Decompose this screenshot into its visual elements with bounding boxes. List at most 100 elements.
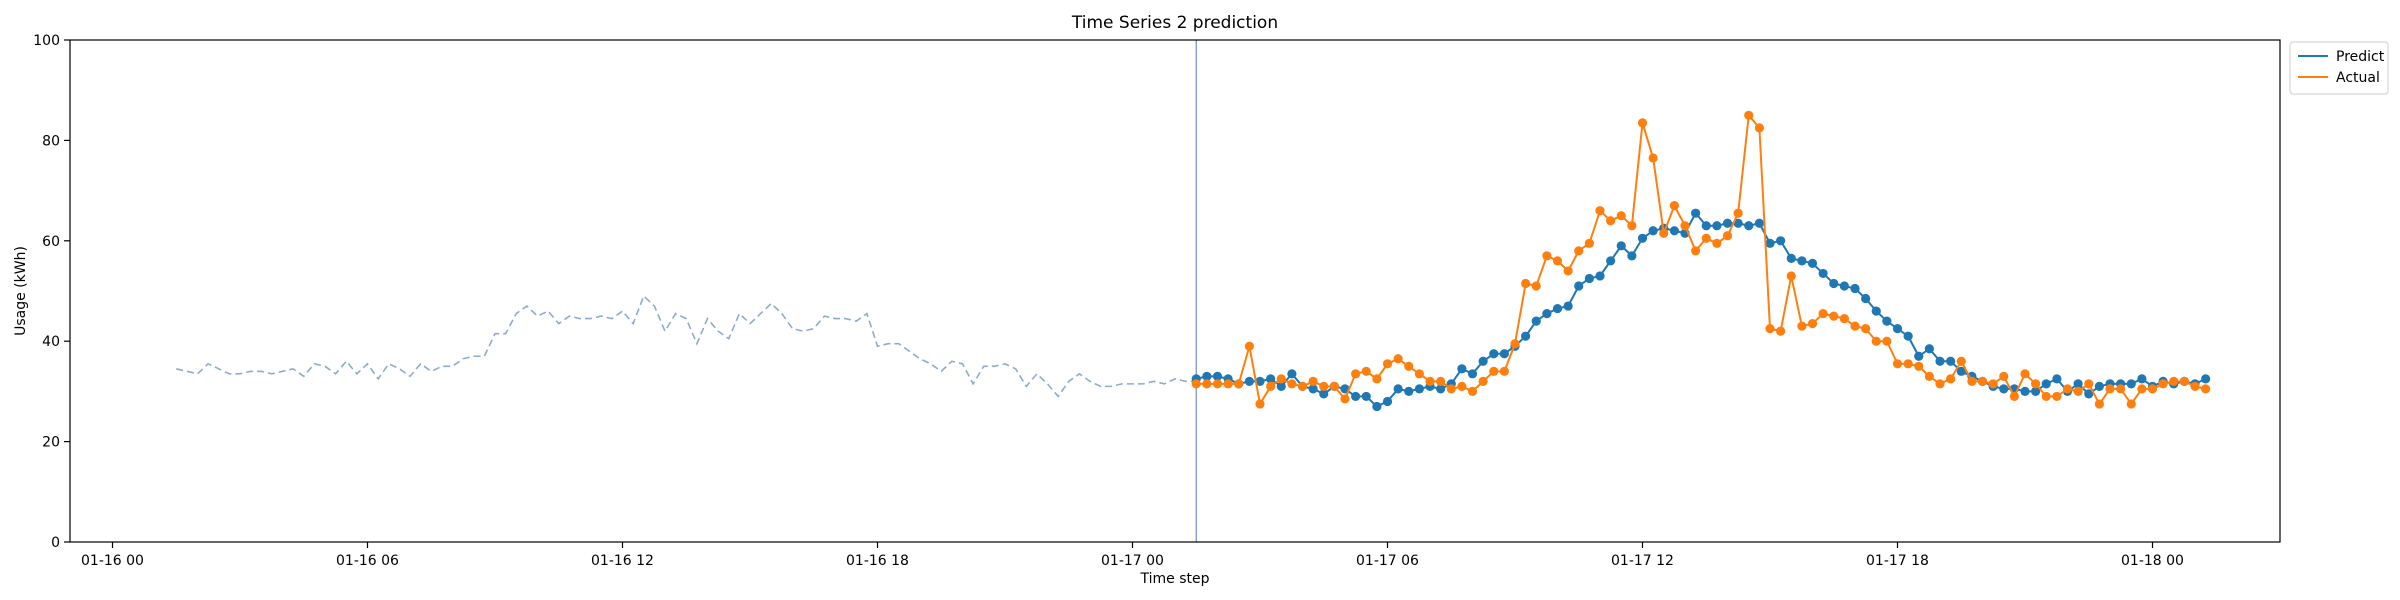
- predict-point: [1776, 236, 1786, 246]
- actual-point: [1467, 386, 1478, 396]
- predict-point: [2052, 374, 2062, 384]
- actual-point: [1542, 251, 1552, 261]
- predict-point: [1361, 391, 1371, 402]
- actual-point: [1499, 366, 1509, 376]
- predict-point: [2084, 389, 2094, 399]
- predict-point: [1414, 384, 1424, 394]
- actual-point: [1457, 381, 1467, 391]
- actual-point: [1754, 123, 1764, 133]
- actual-point: [1212, 379, 1223, 389]
- actual-point: [1510, 339, 1520, 349]
- predict-point: [2137, 374, 2147, 384]
- actual-point: [1956, 356, 1966, 366]
- actual-point: [1574, 246, 1584, 256]
- predict-point: [2201, 374, 2211, 384]
- predict-point: [2126, 379, 2136, 389]
- actual-point: [1786, 271, 1796, 281]
- actual-point: [2126, 399, 2136, 409]
- actual-point: [1744, 110, 1754, 120]
- predict-point: [1319, 389, 1329, 399]
- predict-point: [1829, 278, 1839, 289]
- predict-point: [1308, 384, 1318, 394]
- x-tick-label: 01-17 06: [1356, 553, 1419, 569]
- actual-point: [1606, 216, 1616, 226]
- predict-point: [1616, 241, 1626, 251]
- predict-point: [1531, 316, 1541, 326]
- actual-point: [1351, 369, 1361, 379]
- actual-point: [1839, 314, 1849, 324]
- actual-point: [1436, 376, 1446, 386]
- actual-point: [2020, 369, 2030, 379]
- predict-point: [1839, 281, 1849, 291]
- x-tick-label: 01-17 00: [1101, 553, 1164, 569]
- predict-point: [1627, 251, 1637, 261]
- legend-label-predict: Predict: [2336, 49, 2385, 65]
- actual-point: [1935, 379, 1945, 389]
- actual-point: [2073, 386, 2083, 396]
- predict-point: [1850, 283, 1860, 294]
- predict-point: [1935, 356, 1945, 366]
- actual-point: [1552, 256, 1563, 266]
- actual-point: [1861, 324, 1871, 334]
- actual-point: [1776, 326, 1786, 336]
- predict-point: [1436, 384, 1446, 394]
- actual-point: [2009, 391, 2019, 402]
- actual-point: [1340, 394, 1350, 404]
- actual-point: [1255, 399, 1265, 409]
- actual-point: [1276, 374, 1286, 384]
- x-tick-label: 01-16 06: [336, 553, 399, 569]
- actual-point: [1722, 231, 1733, 241]
- actual-point: [1871, 336, 1881, 346]
- actual-point: [2158, 379, 2168, 389]
- legend-label-actual: Actual: [2336, 70, 2380, 86]
- predict-point: [1372, 401, 1382, 412]
- actual-point: [2062, 384, 2073, 394]
- actual-point: [1712, 238, 1722, 248]
- actual-point: [2031, 379, 2041, 389]
- actual-point: [2116, 384, 2126, 394]
- actual-point: [1977, 376, 1988, 386]
- predict-point: [2073, 379, 2083, 389]
- predict-point: [1818, 268, 1828, 279]
- predict-point: [1744, 221, 1754, 231]
- actual-point: [1297, 381, 1308, 391]
- actual-point: [1765, 324, 1775, 334]
- x-tick-label: 01-16 12: [591, 553, 654, 569]
- actual-point: [1266, 381, 1276, 391]
- y-tick-label: 0: [51, 535, 60, 551]
- x-axis-label: Time step: [1140, 571, 1210, 587]
- actual-point: [1924, 371, 1934, 381]
- actual-point: [1287, 379, 1297, 389]
- actual-point: [1478, 376, 1488, 386]
- actual-point: [1807, 319, 1818, 329]
- actual-point: [1797, 321, 1807, 331]
- predict-point: [1595, 271, 1605, 281]
- actual-point: [1999, 371, 2009, 381]
- y-tick-label: 20: [42, 435, 60, 451]
- actual-point: [1372, 374, 1382, 384]
- actual-point: [1563, 266, 1573, 276]
- predict-point: [1914, 351, 1924, 361]
- actual-point: [1223, 379, 1233, 389]
- actual-point: [1191, 379, 1201, 389]
- predict-point: [1287, 369, 1297, 379]
- predict-point: [1946, 356, 1956, 366]
- actual-point: [1308, 376, 1318, 386]
- predict-point: [1563, 301, 1573, 311]
- actual-point: [2147, 384, 2158, 394]
- actual-point: [2105, 384, 2115, 394]
- predict-point: [1393, 384, 1403, 394]
- legend: Predict Actual: [2289, 41, 2389, 95]
- actual-point: [1680, 221, 1690, 231]
- actual-point: [1244, 341, 1254, 351]
- predict-point: [1276, 381, 1286, 391]
- actual-point: [1850, 321, 1860, 331]
- actual-point: [2041, 391, 2051, 402]
- actual-point: [1733, 208, 1743, 218]
- predict-point: [1574, 281, 1584, 291]
- actual-point: [1521, 278, 1531, 289]
- predict-point: [1467, 369, 1478, 379]
- actual-point: [2052, 391, 2062, 402]
- actual-point: [2201, 384, 2211, 394]
